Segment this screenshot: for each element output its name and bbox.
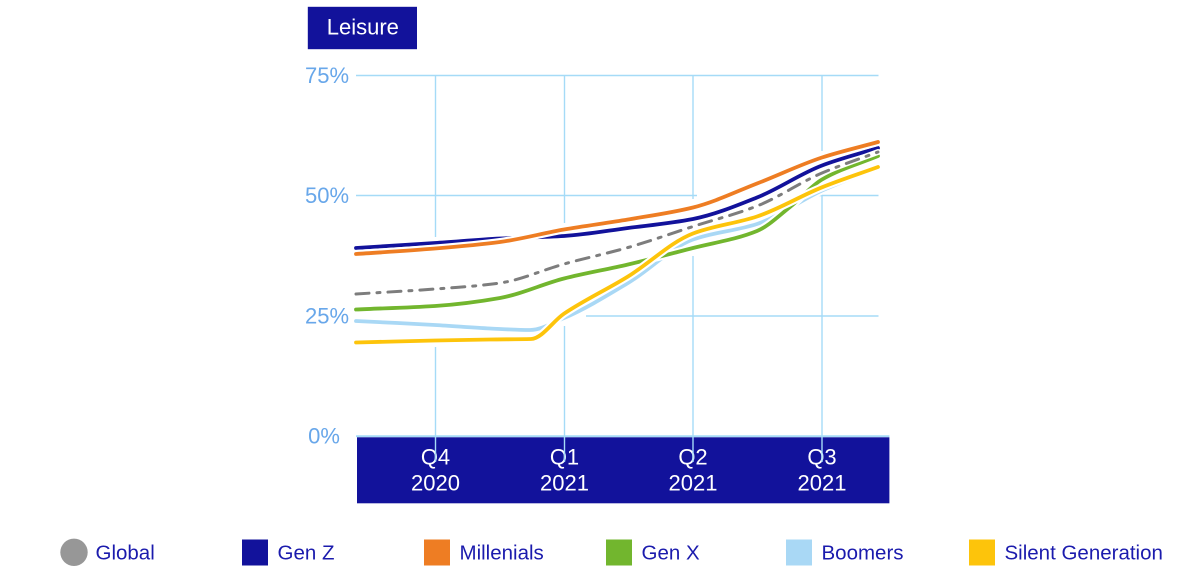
svg-text:Boomers: Boomers bbox=[822, 542, 904, 565]
svg-text:25%: 25% bbox=[305, 304, 349, 329]
svg-text:75%: 75% bbox=[305, 63, 349, 88]
svg-text:2020: 2020 bbox=[411, 471, 460, 496]
svg-text:Millenials: Millenials bbox=[460, 542, 544, 565]
svg-text:Gen X: Gen X bbox=[642, 542, 700, 565]
svg-text:Gen Z: Gen Z bbox=[278, 542, 335, 565]
svg-text:2021: 2021 bbox=[540, 471, 589, 496]
svg-text:Global: Global bbox=[96, 542, 155, 565]
svg-text:Silent Generation: Silent Generation bbox=[1005, 542, 1163, 565]
svg-text:50%: 50% bbox=[305, 183, 349, 208]
svg-text:Leisure: Leisure bbox=[327, 15, 399, 40]
svg-text:2021: 2021 bbox=[798, 471, 847, 496]
svg-text:0%: 0% bbox=[308, 424, 340, 449]
svg-text:2021: 2021 bbox=[669, 471, 718, 496]
